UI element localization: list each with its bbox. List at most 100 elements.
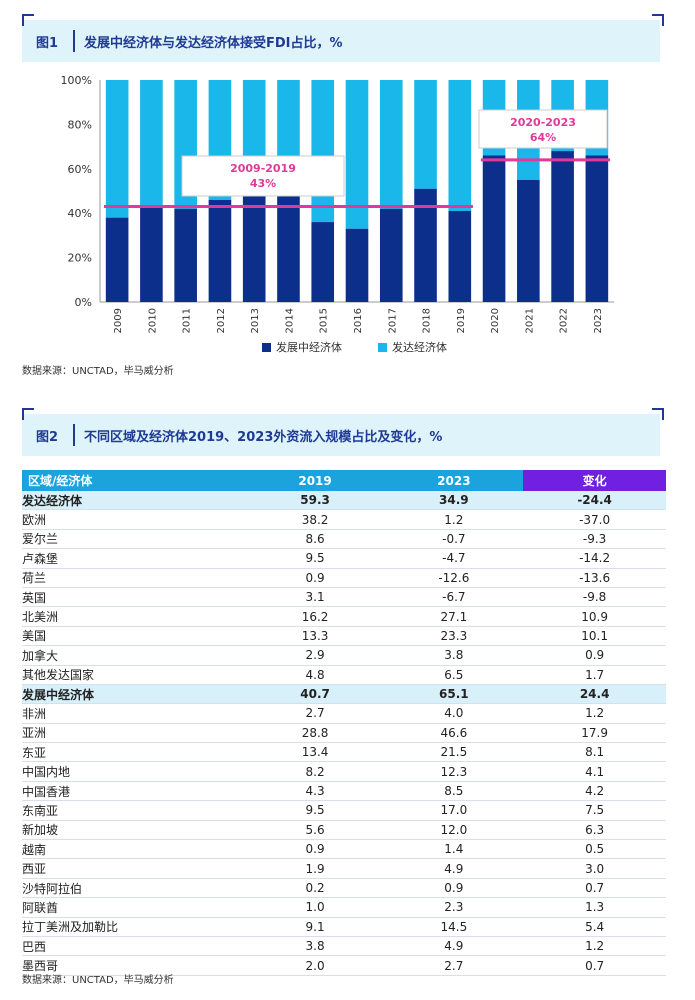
row-change: -9.8: [523, 587, 666, 608]
row-name: 西亚: [22, 858, 246, 879]
legend-swatch-developed: [378, 343, 387, 352]
fig1-number: 图1: [36, 36, 59, 51]
row-value-2023: 2.7: [384, 955, 524, 976]
table-row: 东南亚 9.5 17.0 7.5: [22, 800, 666, 821]
y-tick-label: 0%: [75, 296, 92, 309]
row-value-2019: 9.5: [245, 548, 385, 569]
fig1-header: 图1 发展中经济体与发达经济体接受FDI占比，%: [22, 20, 660, 62]
row-name: 阿联酋: [22, 897, 246, 918]
header-region: 区域/经济体: [22, 470, 246, 491]
row-value-2023: 4.0: [384, 703, 524, 724]
row-value-2019: 8.6: [245, 529, 385, 550]
table-row: 墨西哥 2.0 2.7 0.7: [22, 955, 666, 976]
table-row: 英国 3.1 -6.7 -9.8: [22, 587, 666, 608]
fig2-number: 图2: [36, 430, 59, 445]
row-value-2019: 1.9: [245, 858, 385, 879]
x-tick-label: 2022: [559, 308, 570, 333]
row-value-2019: 40.7: [245, 684, 385, 705]
row-name: 东南亚: [22, 800, 246, 821]
row-change: 10.1: [523, 626, 666, 647]
row-change: 4.2: [523, 781, 666, 802]
y-tick-label: 40%: [68, 207, 92, 220]
row-change: 1.3: [523, 897, 666, 918]
row-name: 卢森堡: [22, 548, 246, 569]
x-tick-label: 2014: [284, 308, 295, 333]
x-tick-label: 2013: [250, 308, 261, 333]
bar-developing-2010: [140, 206, 163, 302]
table-row: 拉丁美洲及加勒比 9.1 14.5 5.4: [22, 917, 666, 937]
annotation-box: [478, 109, 608, 149]
table-row: 发达经济体 59.3 34.9 -24.4: [22, 491, 666, 511]
fig2-corner-tl: [22, 408, 34, 420]
fig2-separator: [73, 424, 75, 446]
row-value-2019: 28.8: [245, 723, 385, 744]
row-name: 拉丁美洲及加勒比: [22, 917, 246, 937]
row-value-2019: 8.2: [245, 761, 385, 782]
x-tick-label: 2015: [319, 308, 330, 333]
row-name: 巴西: [22, 936, 246, 957]
x-tick-label: 2018: [422, 308, 433, 333]
row-value-2019: 5.6: [245, 820, 385, 841]
row-value-2023: 12.0: [384, 820, 524, 841]
table-row: 阿联酋 1.0 2.3 1.3: [22, 897, 666, 918]
row-value-2019: 2.7: [245, 703, 385, 724]
row-value-2023: 27.1: [384, 606, 524, 627]
bar-developing-2016: [345, 228, 369, 302]
bar-developing-2015: [311, 222, 335, 302]
fig2-header: 图2 不同区域及经济体2019、2023外资流入规模占比及变化，%: [22, 414, 660, 456]
bar-developed-2017: [379, 80, 403, 209]
bar-developed-2009: [105, 80, 129, 218]
fig1-separator: [73, 30, 75, 52]
row-value-2023: -12.6: [384, 568, 524, 588]
row-value-2023: 21.5: [384, 742, 524, 763]
table-row: 中国香港 4.3 8.5 4.2: [22, 781, 666, 802]
row-name: 中国内地: [22, 761, 246, 782]
row-name: 美国: [22, 626, 246, 647]
y-tick-label: 100%: [61, 74, 92, 87]
legend-swatch-developing: [262, 343, 271, 352]
row-name: 北美洲: [22, 606, 246, 627]
row-value-2019: 4.3: [245, 781, 385, 802]
x-tick-label: 2010: [147, 308, 158, 333]
row-value-2019: 1.0: [245, 897, 385, 918]
bar-developed-2016: [345, 80, 369, 229]
annotation-value: 64%: [530, 131, 556, 144]
row-value-2019: 13.4: [245, 742, 385, 763]
bar-developing-2012: [208, 199, 232, 302]
bar-developing-2017: [379, 208, 403, 302]
x-tick-label: 2017: [387, 308, 398, 333]
header-change: 变化: [523, 470, 666, 491]
row-value-2023: -4.7: [384, 548, 524, 569]
annotation-period: 2009-2019: [230, 162, 296, 175]
table-row: 荷兰 0.9 -12.6 -13.6: [22, 568, 666, 588]
row-name: 中国香港: [22, 781, 246, 802]
bar-developed-2019: [448, 80, 472, 211]
row-value-2019: 0.9: [245, 839, 385, 860]
table-row: 中国内地 8.2 12.3 4.1: [22, 761, 666, 782]
fdi-share-table: 区域/经济体 2019 2023 变化 发达经济体 59.3 34.9 -24.4 欧洲…: [22, 470, 666, 976]
row-value-2023: 2.3: [384, 897, 524, 918]
table-row: 巴西 3.8 4.9 1.2: [22, 936, 666, 957]
row-value-2023: 23.3: [384, 626, 524, 647]
row-name: 发展中经济体: [22, 684, 246, 705]
fig2-title: 不同区域及经济体2019、2023外资流入规模占比及变化，%: [84, 430, 443, 445]
row-name: 东亚: [22, 742, 246, 763]
row-name: 非洲: [22, 703, 246, 724]
row-change: 1.2: [523, 703, 666, 724]
bar-developed-2015: [311, 80, 335, 223]
table-row: 爱尔兰 8.6 -0.7 -9.3: [22, 529, 666, 550]
table-row: 西亚 1.9 4.9 3.0: [22, 858, 666, 879]
table-row: 卢森堡 9.5 -4.7 -14.2: [22, 548, 666, 569]
table-row: 美国 13.3 23.3 10.1: [22, 626, 666, 647]
row-value-2019: 59.3: [245, 491, 385, 511]
row-change: 6.3: [523, 820, 666, 841]
annotation-box: [181, 155, 345, 197]
row-change: -37.0: [523, 509, 666, 530]
row-change: 4.1: [523, 761, 666, 782]
fig1-chart: 2009 2010 2011 2012 2013 2014 2015 2016 2017 2018…: [61, 74, 614, 354]
fig2-source: 数据来源：UNCTAD，毕马威分析: [22, 975, 174, 986]
row-change: -9.3: [523, 529, 666, 550]
row-change: 7.5: [523, 800, 666, 821]
x-tick-label: 2019: [456, 308, 467, 333]
row-change: 0.7: [523, 955, 666, 976]
